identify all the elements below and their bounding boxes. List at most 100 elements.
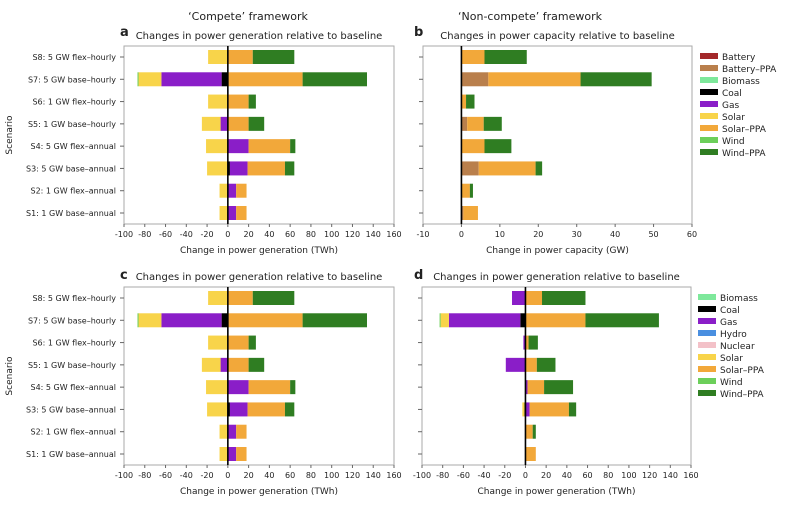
framework-left-title: ‘Compete’ framework [188, 10, 308, 23]
x-tick-label: 100 [621, 471, 636, 480]
y-axis-label: Scenario [5, 115, 15, 155]
legend-label: Solar [720, 354, 743, 364]
bar-segment-coal [221, 72, 228, 87]
bar-segment-solar-ppa [461, 94, 467, 109]
bar-segment-solar-ppa [478, 161, 536, 176]
x-axis-label: Change in power generation (TWh) [478, 487, 636, 497]
x-tick-label: 140 [366, 230, 381, 239]
bar-segment-solar [219, 447, 228, 461]
x-tick-label: 40 [264, 230, 274, 239]
bar-segment-wind-ppa [469, 183, 473, 198]
legend-swatch [698, 390, 716, 396]
bar-segment-solar-ppa [527, 380, 545, 395]
legend-swatch [700, 89, 718, 95]
legend-label: Wind [722, 137, 745, 147]
bar-segment-wind-ppa [536, 357, 556, 372]
legend-swatch [698, 294, 716, 300]
bar-segment-solar-ppa [461, 50, 485, 64]
bar-segment-solar [206, 380, 228, 395]
bar-segment-solar [208, 94, 228, 109]
bar-segment-solar-ppa [488, 72, 581, 87]
bar-segment-gas [227, 380, 249, 395]
scenario-label: S8: 5 GW flex–hourly [32, 53, 116, 62]
x-tick-label: 120 [345, 230, 360, 239]
x-tick-label: 0 [459, 230, 464, 239]
x-tick-label: 60 [285, 230, 295, 239]
bar-segment-wind-ppa [580, 72, 652, 87]
bar-segment-solar-ppa [461, 183, 470, 198]
bar-segment-wind-ppa [284, 402, 295, 417]
x-tick-label: -100 [115, 471, 133, 480]
legend-label: Solar [722, 113, 745, 123]
bar-segment-solar [206, 139, 228, 154]
bar-segment-wind [137, 72, 139, 87]
bar-segment-solar-ppa [236, 424, 247, 439]
legend-label: Battery [722, 53, 756, 63]
panel-title: Changes in power generation relative to … [136, 31, 383, 42]
bar-segment-gas [523, 335, 526, 350]
panel-letter: a [120, 25, 129, 40]
legend-label: Biomass [720, 294, 758, 304]
bar-segment-gas [512, 291, 526, 305]
bar-segment-battery-ppa [461, 116, 468, 131]
legend-swatch [698, 330, 716, 336]
bar-segment-coal [227, 161, 230, 176]
legend-swatch [700, 149, 718, 155]
bar-segment-wind [137, 313, 139, 328]
x-tick-label: 80 [306, 471, 316, 480]
bar-segment-wind-ppa [484, 139, 512, 154]
bar-segment-solar-ppa [248, 380, 291, 395]
scenario-label: S1: 1 GW base–annual [26, 450, 116, 459]
x-tick-label: 80 [603, 471, 613, 480]
bar-segment-gas [448, 313, 521, 328]
x-tick-label: 120 [642, 471, 657, 480]
bar-segment-coal [520, 313, 526, 328]
plot-frame [123, 286, 395, 466]
legend-swatch [698, 378, 716, 384]
bar-segment-wind-ppa [252, 291, 295, 305]
legend-swatch [700, 101, 718, 107]
scenario-label: S2: 1 GW flex–annual [31, 187, 116, 196]
bar-segment-wind-ppa [248, 335, 256, 350]
panel-letter: d [414, 268, 423, 283]
x-tick-label: -20 [201, 230, 214, 239]
legend-swatch [698, 318, 716, 324]
x-tick-label: 160 [386, 230, 401, 239]
bar-segment-solar [219, 424, 228, 439]
x-tick-label: 40 [264, 471, 274, 480]
panel-a: a Changes in power generation relative to… [5, 25, 402, 256]
bar-segment-wind-ppa [290, 139, 296, 154]
x-tick-label: -80 [138, 230, 151, 239]
x-tick-label: 20 [244, 471, 254, 480]
bar-segment-gas [161, 313, 222, 328]
bar-segment-solar [522, 402, 525, 417]
bar-segment-battery-ppa [461, 72, 489, 87]
legend-label: Battery–PPA [722, 65, 777, 75]
bar-segment-solar [440, 313, 449, 328]
x-tick-label: -80 [138, 471, 151, 480]
bar-segment-wind [439, 313, 441, 328]
scenario-label: S1: 1 GW base–annual [26, 209, 116, 218]
legend-swatch [700, 53, 718, 59]
bar-segment-battery-ppa [461, 206, 464, 220]
x-tick-label: 140 [663, 471, 678, 480]
bar-segment-gas [220, 357, 228, 372]
x-tick-label: 0 [225, 471, 230, 480]
x-tick-label: 160 [386, 471, 401, 480]
bar-segment-gas [227, 139, 249, 154]
bar-segment-solar [201, 357, 221, 372]
bar-segment-solar-ppa [525, 335, 529, 350]
plot-frame [421, 286, 692, 466]
scenario-label: S7: 5 GW base–hourly [28, 75, 116, 84]
bar-segment-solar-ppa [467, 116, 484, 131]
bar-segment-solar-ppa [248, 139, 291, 154]
x-tick-label: -60 [457, 471, 470, 480]
bar-segment-solar-ppa [227, 291, 253, 305]
x-tick-label: -60 [159, 230, 172, 239]
x-tick-label: 140 [366, 471, 381, 480]
bar-segment-gas [220, 116, 228, 131]
bar-segment-solar-ppa [227, 335, 249, 350]
bar-segment-solar-ppa [461, 139, 485, 154]
scenario-label: S7: 5 GW base–hourly [28, 316, 116, 325]
